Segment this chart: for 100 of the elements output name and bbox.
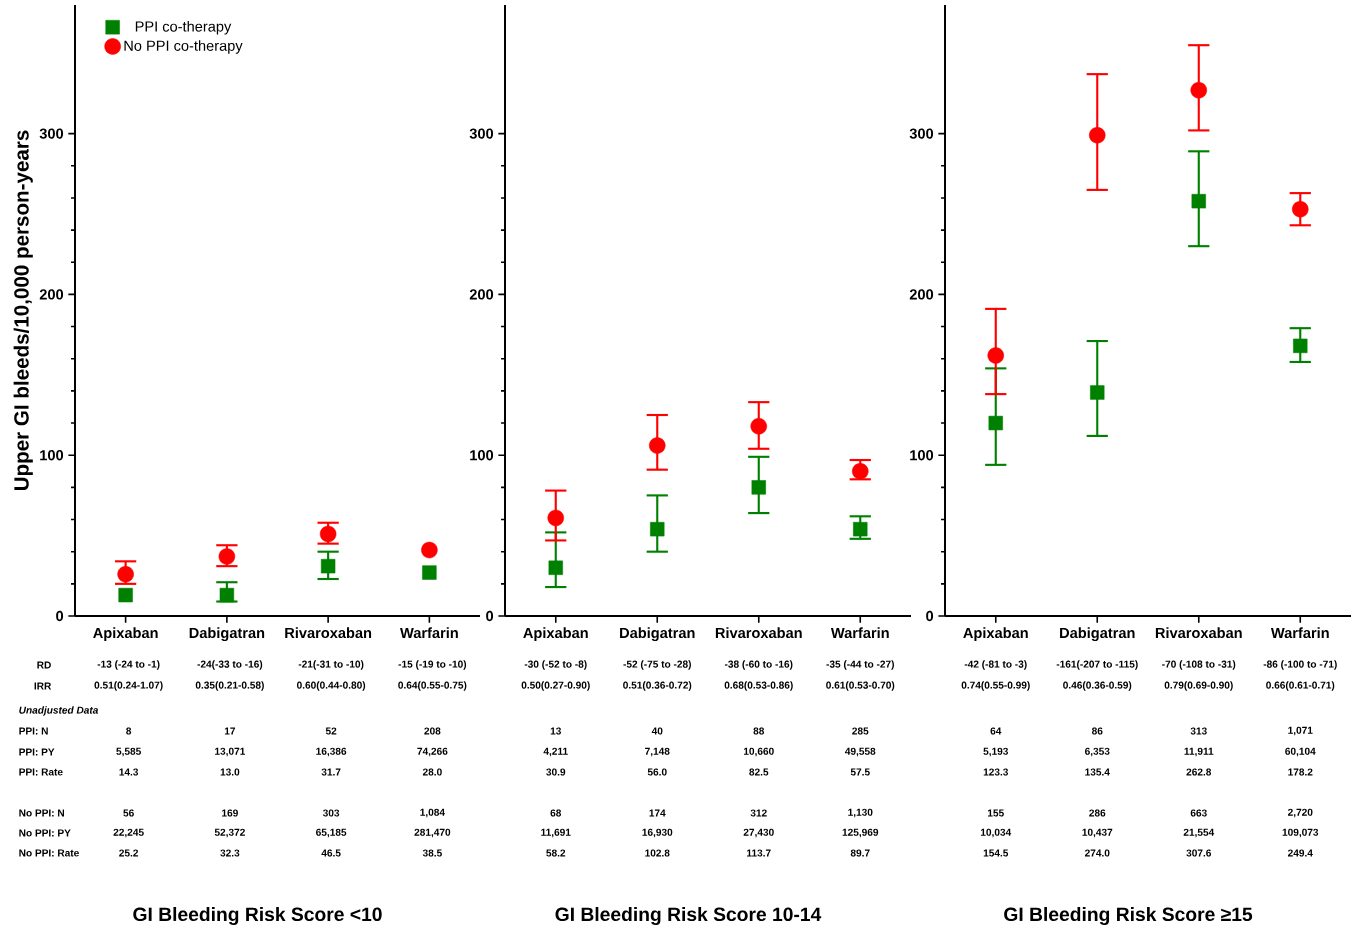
- text: 60,104: [1285, 747, 1316, 757]
- text: 32.3: [220, 849, 240, 857]
- text: -42 (-81 to -3): [964, 660, 1027, 670]
- text: 0.68(0.53-0.86): [724, 681, 793, 691]
- text: -35 (-44 to -27): [826, 660, 894, 670]
- point: [649, 437, 666, 454]
- text: 25.2: [119, 849, 139, 857]
- text: No PPI: PY: [19, 829, 71, 837]
- text: 56: [123, 809, 134, 817]
- text: 262.8: [1186, 768, 1212, 776]
- text: 281,470: [414, 828, 451, 838]
- text: 5,193: [983, 747, 1009, 757]
- point: [320, 558, 336, 574]
- x-tick-label: Apixaban: [523, 627, 588, 641]
- text: No PPI: Rate: [19, 849, 79, 857]
- text: 0.66(0.61-0.71): [1266, 681, 1335, 691]
- text: 0.51(0.36-0.72): [623, 681, 692, 691]
- text: 0.60(0.44-0.80): [297, 681, 366, 691]
- point: [1293, 338, 1308, 354]
- text: 10,660: [743, 747, 774, 757]
- text: 49,558: [844, 747, 876, 757]
- x-tick-label: Rivaroxaban: [715, 627, 802, 639]
- y-tick-label: 200: [39, 289, 64, 300]
- y-axis-title: Upper GI bleeds/10,000 person-years: [13, 130, 33, 491]
- text: 6,353: [1085, 747, 1110, 757]
- point: [1089, 126, 1106, 144]
- text: 0.50(0.27-0.90): [521, 681, 590, 691]
- point: [987, 347, 1004, 364]
- text: 46.5: [321, 849, 341, 857]
- text: -21(-31 to -10): [298, 660, 364, 670]
- text: GI Bleeding Risk Score 10-14: [555, 906, 822, 926]
- text: 58.2: [546, 849, 566, 857]
- text: 2,720: [1287, 808, 1313, 818]
- text: 0.51(0.24-1.07): [94, 681, 163, 691]
- text: 307.6: [1186, 849, 1212, 857]
- text: 0.64(0.55-0.75): [398, 681, 467, 691]
- y-tick-label: 0: [486, 610, 494, 622]
- text: 7,148: [645, 747, 670, 757]
- y-tick-label: 300: [909, 128, 934, 139]
- text: 13: [550, 727, 561, 735]
- text: -15 (-19 to -10): [398, 660, 467, 670]
- text: 0.35(0.21-0.58): [195, 681, 264, 691]
- point: [1292, 200, 1309, 218]
- text: GI Bleeding Risk Score <10: [133, 906, 382, 926]
- text: 102.8: [645, 849, 670, 857]
- text: 11,691: [541, 828, 571, 838]
- point: [219, 587, 235, 603]
- text: 88: [753, 727, 765, 735]
- text: 0.74(0.55-0.99): [961, 681, 1030, 691]
- point: [422, 565, 437, 580]
- text: 65,185: [316, 828, 347, 838]
- text: 27,430: [743, 828, 774, 838]
- text: 123.3: [983, 768, 1009, 776]
- text: 249.4: [1287, 849, 1313, 857]
- text: -24(-33 to -16): [197, 660, 263, 670]
- y-tick-label: 100: [40, 450, 64, 461]
- text: 17: [224, 727, 236, 735]
- point: [547, 509, 564, 527]
- text: 52,372: [214, 828, 245, 838]
- text: 68: [550, 809, 562, 817]
- y-tick-label: 200: [909, 289, 934, 300]
- text: 113.7: [747, 849, 771, 857]
- text: 11,911: [1184, 747, 1214, 757]
- text: 13.0: [220, 768, 240, 776]
- text: 86: [1091, 727, 1103, 735]
- y-tick-label: 0: [56, 610, 64, 622]
- text: No PPI: N: [19, 809, 65, 817]
- text: Unadjusted Data: [19, 706, 99, 716]
- text: 178.2: [1288, 768, 1313, 776]
- text: 10,437: [1082, 828, 1113, 838]
- point: [1090, 385, 1105, 400]
- text: 5,585: [116, 747, 141, 757]
- text: -86 (-100 to -71): [1263, 660, 1337, 670]
- text: 28.0: [422, 768, 442, 776]
- point: [650, 521, 665, 537]
- x-tick-label: Warfarin: [400, 627, 458, 639]
- text: 0.79(0.69-0.90): [1164, 681, 1233, 691]
- point: [118, 587, 133, 603]
- x-tick-label: Dabigatran: [620, 627, 695, 642]
- text: 14.3: [119, 768, 139, 776]
- y-tick-label: 100: [470, 450, 494, 461]
- text: 31.7: [321, 768, 341, 776]
- point: [852, 463, 869, 480]
- x-tick-label: Apixaban: [93, 627, 158, 641]
- y-tick-label: 100: [910, 450, 934, 461]
- point: [750, 418, 767, 435]
- text: 1,084: [420, 808, 445, 818]
- x-tick-label: Warfarin: [830, 627, 889, 639]
- text: -30 (-52 to -8): [524, 660, 587, 670]
- x-tick-label: Rivaroxaban: [1155, 627, 1242, 639]
- text: 13,071: [215, 747, 246, 757]
- text: -161(-207 to -115): [1056, 660, 1138, 670]
- text: 286: [1089, 809, 1106, 817]
- text: 155: [987, 809, 1004, 817]
- text: PPI: N: [19, 727, 48, 735]
- text: PPI: PY: [19, 748, 55, 756]
- text: IRR: [34, 682, 52, 690]
- text: 16,930: [642, 828, 673, 838]
- text: -38 (-60 to -16): [724, 660, 793, 670]
- point: [1191, 193, 1206, 209]
